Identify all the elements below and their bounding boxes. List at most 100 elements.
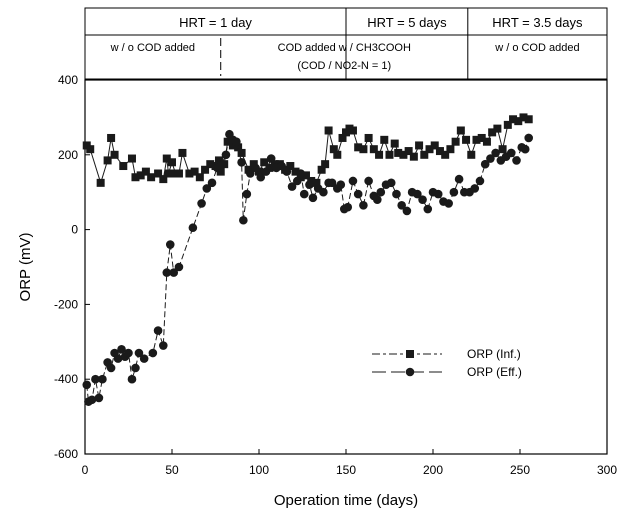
data-point: [216, 167, 225, 176]
x-axis-title: Operation time (days): [274, 492, 418, 509]
condition-sublabel: (COD / NO2-N = 1): [297, 60, 391, 72]
data-point: [255, 167, 263, 176]
data-point: [136, 171, 145, 180]
data-point: [317, 165, 326, 174]
data-point: [520, 144, 530, 154]
data-point: [207, 178, 217, 188]
y-tick-label: -200: [54, 297, 78, 311]
data-point: [354, 143, 363, 152]
data-point: [456, 126, 465, 135]
data-point: [397, 200, 406, 210]
data-point: [134, 348, 144, 358]
data-point: [343, 202, 353, 212]
data-point: [451, 137, 460, 146]
data-point: [195, 173, 204, 182]
y-tick-label: -400: [54, 372, 78, 386]
data-point: [202, 184, 212, 193]
data-point: [165, 240, 175, 249]
data-point: [386, 178, 396, 188]
data-point: [188, 223, 198, 233]
data-point: [308, 193, 318, 203]
data-point: [174, 169, 183, 178]
data-point: [159, 341, 168, 350]
data-point: [369, 145, 378, 154]
data-point: [266, 154, 276, 163]
data-point: [402, 206, 412, 216]
data-point: [373, 195, 382, 204]
data-point: [435, 147, 444, 156]
data-point: [359, 145, 368, 154]
data-point: [524, 115, 533, 124]
data-point: [221, 150, 231, 160]
legend-entry: ORP (Eff.): [372, 365, 522, 379]
data-point: [147, 173, 156, 182]
data-point: [296, 169, 306, 178]
data-point: [117, 344, 126, 354]
data-point: [327, 178, 337, 188]
phase-label: HRT = 5 days: [367, 15, 447, 30]
data-point: [216, 161, 226, 171]
data-point: [462, 135, 471, 144]
data-point: [237, 157, 246, 167]
data-point: [336, 180, 346, 190]
data-point: [509, 115, 518, 124]
y-tick-label: 400: [58, 73, 78, 87]
data-point: [201, 165, 210, 174]
data-point: [477, 133, 486, 142]
data-point: [234, 143, 243, 152]
data-point: [82, 380, 92, 390]
legend-label: ORP (Inf.): [467, 347, 521, 361]
phase-label: HRT = 1 day: [179, 15, 252, 30]
legend-entry: ORP (Inf.): [372, 347, 521, 361]
data-point: [148, 348, 158, 358]
data-point: [162, 154, 171, 163]
data-point: [260, 158, 269, 167]
data-point: [154, 169, 163, 178]
data-point: [507, 148, 516, 158]
data-point: [190, 167, 199, 176]
data-point: [430, 141, 439, 150]
data-point: [301, 171, 310, 180]
data-point: [385, 150, 394, 159]
data-point: [312, 178, 321, 187]
condition-label: COD added w / CH3COOH: [278, 42, 411, 54]
data-point: [404, 147, 413, 156]
data-point: [277, 161, 286, 171]
data-point: [162, 268, 172, 277]
data-point: [359, 200, 368, 210]
data-point: [232, 137, 241, 147]
data-point: [418, 195, 427, 204]
data-point: [174, 262, 184, 272]
data-point: [514, 117, 523, 126]
data-point: [113, 354, 123, 363]
data-point: [98, 374, 107, 384]
condition-label: w / o COD added: [110, 42, 195, 54]
data-point: [475, 176, 485, 186]
x-tick-label: 0: [82, 463, 89, 477]
data-point: [261, 167, 271, 176]
data-point: [480, 159, 490, 169]
data-point: [251, 163, 260, 173]
data-point: [124, 348, 133, 358]
data-point: [503, 120, 512, 129]
data-point: [242, 189, 252, 199]
data-point: [103, 156, 112, 165]
data-point: [390, 139, 399, 148]
data-point: [333, 150, 342, 159]
y-tick-label: 0: [71, 223, 78, 237]
data-point: [246, 169, 255, 178]
data-point: [415, 141, 424, 150]
data-point: [348, 176, 358, 186]
data-point: [265, 163, 274, 172]
data-point: [291, 167, 300, 176]
data-point: [185, 169, 194, 178]
data-point: [107, 133, 116, 142]
data-point: [364, 176, 373, 186]
condition-label: w / o COD added: [494, 42, 579, 54]
y-axis-title: ORP (mV): [17, 233, 34, 302]
legend-marker: [406, 350, 414, 358]
data-point: [380, 135, 389, 144]
data-point: [394, 148, 403, 157]
data-point: [168, 158, 176, 167]
data-point: [364, 133, 373, 142]
